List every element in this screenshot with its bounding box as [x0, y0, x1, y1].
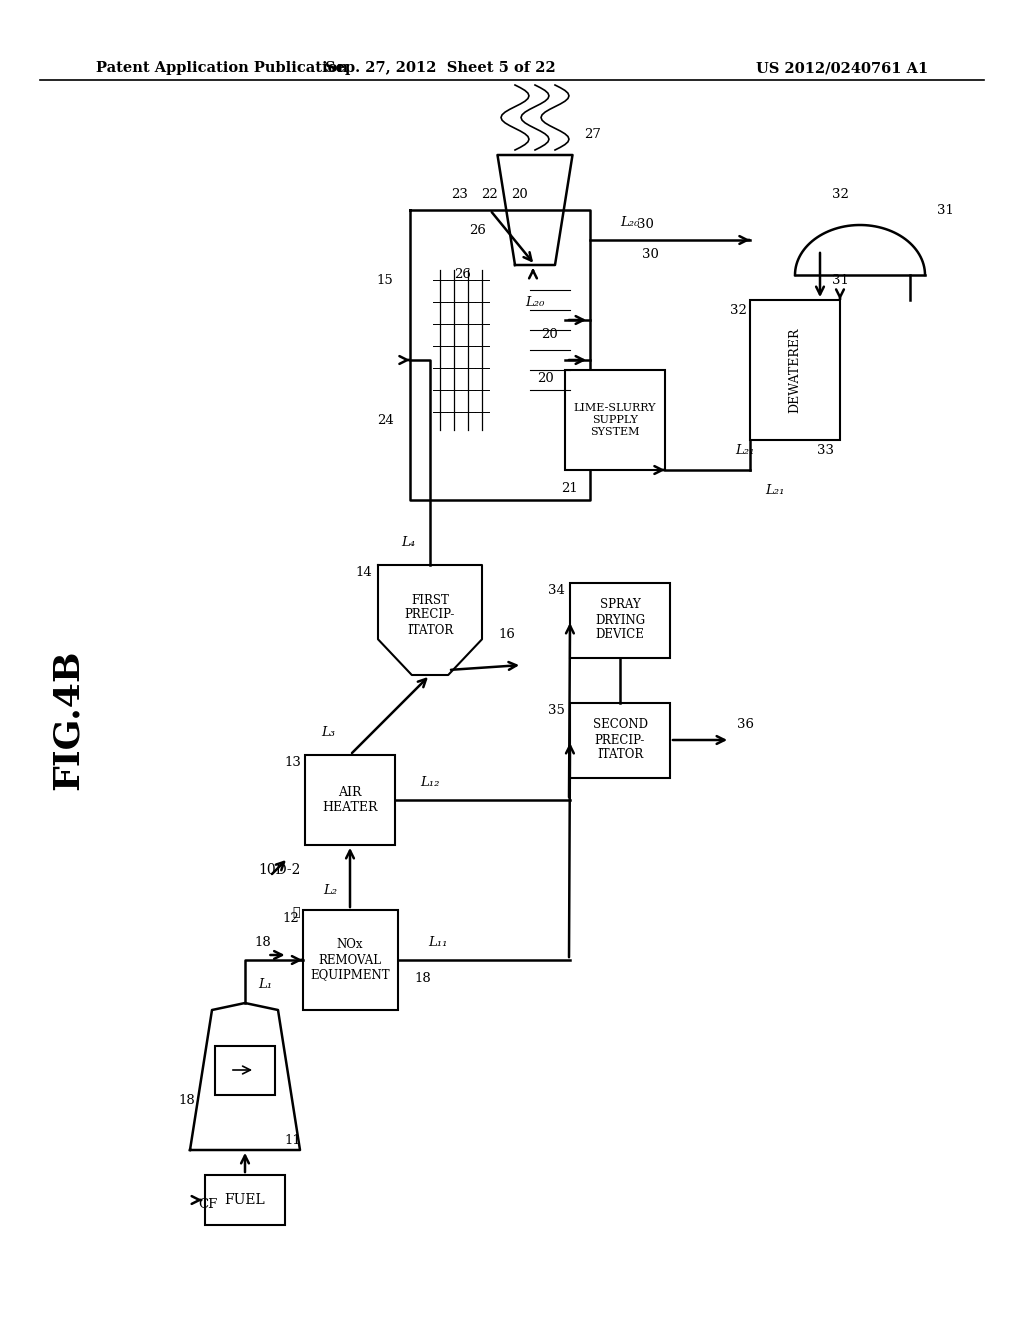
Bar: [302, 909, 397, 1010]
Text: 26: 26: [454, 268, 471, 281]
Text: 34: 34: [548, 583, 564, 597]
Text: 31: 31: [831, 273, 849, 286]
Text: 36: 36: [736, 718, 754, 731]
Bar: [570, 582, 670, 657]
Text: 14: 14: [355, 566, 373, 579]
Text: ❨: ❨: [293, 907, 300, 920]
Text: 32: 32: [831, 189, 849, 202]
Text: 18: 18: [178, 1093, 196, 1106]
Text: L₂₁: L₂₁: [735, 444, 755, 457]
Bar: [570, 702, 670, 777]
Polygon shape: [410, 210, 590, 500]
Text: 32: 32: [729, 304, 746, 317]
Text: L₂₀: L₂₀: [525, 296, 545, 309]
Text: 22: 22: [481, 189, 499, 202]
Text: 27: 27: [584, 128, 601, 141]
Text: Patent Application Publication: Patent Application Publication: [96, 61, 348, 75]
Text: L₁: L₁: [258, 978, 272, 991]
Text: L₂: L₂: [323, 883, 337, 896]
Text: NOx
REMOVAL
EQUIPMENT: NOx REMOVAL EQUIPMENT: [310, 939, 390, 982]
Bar: [750, 300, 840, 440]
Polygon shape: [378, 565, 482, 675]
Text: 12: 12: [283, 912, 299, 924]
Text: 13: 13: [285, 756, 301, 770]
Text: Sep. 27, 2012  Sheet 5 of 22: Sep. 27, 2012 Sheet 5 of 22: [325, 61, 555, 75]
Text: DEWATERER: DEWATERER: [788, 327, 802, 413]
Text: 20: 20: [537, 371, 553, 384]
Text: L₂₀: L₂₀: [621, 215, 640, 228]
Text: FIG.4B: FIG.4B: [51, 649, 85, 791]
Bar: [305, 755, 395, 845]
Text: FUEL: FUEL: [224, 1193, 265, 1206]
Text: 16: 16: [499, 628, 515, 642]
Text: 30: 30: [637, 219, 653, 231]
Text: L₄: L₄: [401, 536, 415, 549]
Bar: [205, 1175, 285, 1225]
Text: L₃: L₃: [321, 726, 335, 739]
Text: 18: 18: [414, 972, 431, 985]
Text: 18: 18: [254, 936, 271, 949]
Text: SECOND
PRECIP-
ITATOR: SECOND PRECIP- ITATOR: [593, 718, 647, 762]
Text: L₁₁: L₁₁: [428, 936, 447, 949]
Text: 10D-2: 10D-2: [258, 863, 300, 876]
Text: 20: 20: [512, 189, 528, 202]
Text: AIR
HEATER: AIR HEATER: [323, 785, 378, 814]
Text: US 2012/0240761 A1: US 2012/0240761 A1: [756, 61, 928, 75]
Text: L₁₂: L₁₂: [420, 776, 439, 788]
Text: FIRST
PRECIP-
ITATOR: FIRST PRECIP- ITATOR: [404, 594, 456, 636]
Text: 30: 30: [642, 248, 658, 261]
Text: 35: 35: [548, 704, 564, 717]
Text: 31: 31: [937, 203, 953, 216]
Text: 26: 26: [469, 223, 486, 236]
Text: 15: 15: [377, 273, 393, 286]
Text: 11: 11: [285, 1134, 301, 1147]
Text: 21: 21: [561, 482, 579, 495]
Text: LIME-SLURRY
SUPPLY
SYSTEM: LIME-SLURRY SUPPLY SYSTEM: [573, 404, 656, 437]
Text: CF: CF: [198, 1199, 217, 1212]
Bar: [565, 370, 665, 470]
Text: 23: 23: [452, 189, 468, 202]
Text: 33: 33: [816, 444, 834, 457]
Text: L₂₁: L₂₁: [765, 483, 784, 496]
Text: 20: 20: [542, 329, 558, 342]
Text: SPRAY
DRYING
DEVICE: SPRAY DRYING DEVICE: [595, 598, 645, 642]
Bar: [215, 1045, 275, 1094]
Text: 24: 24: [377, 413, 393, 426]
